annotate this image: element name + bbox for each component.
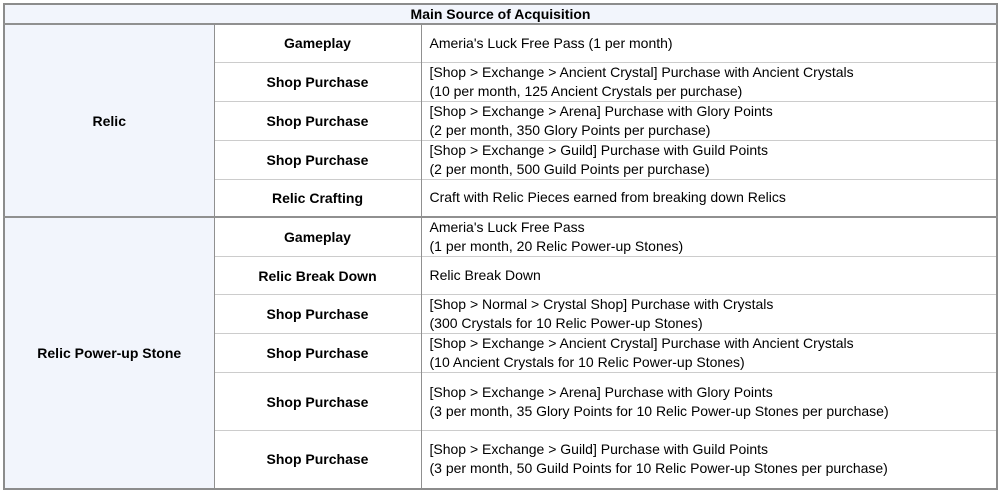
description-line: [Shop > Exchange > Arena] Purchase with … xyxy=(429,383,773,400)
description-cell: [Shop > Exchange > Guild] Purchase with … xyxy=(421,140,998,179)
table-row: Shop Purchase [Shop > Exchange > Arena] … xyxy=(4,372,998,431)
description-line: (2 per month, 350 Glory Points per purch… xyxy=(429,121,711,138)
method-cell: Shop Purchase xyxy=(214,294,422,334)
description-cell: Relic Break Down xyxy=(421,256,998,295)
table-header-row: Main Source of Acquisition xyxy=(4,4,998,25)
table-row: Shop Purchase [Shop > Exchange > Guild] … xyxy=(4,140,998,179)
description-cell: [Shop > Exchange > Guild] Purchase with … xyxy=(421,430,998,489)
table-row: Relic Break Down Relic Break Down xyxy=(4,256,998,295)
description-cell: Ameria's Luck Free Pass (1 per month) xyxy=(421,24,998,62)
method-cell: Relic Crafting xyxy=(214,179,422,217)
description-line: [Shop > Normal > Crystal Shop] Purchase … xyxy=(429,296,774,312)
description-line: (3 per month, 50 Guild Points for 10 Rel… xyxy=(429,460,888,477)
table-row: Shop Purchase [Shop > Exchange > Ancient… xyxy=(4,333,998,373)
description-line: [Shop > Exchange > Guild] Purchase with … xyxy=(429,141,769,158)
method-cell: Shop Purchase xyxy=(214,430,422,489)
table-row: Shop Purchase [Shop > Exchange > Guild] … xyxy=(4,430,998,489)
method-cell: Shop Purchase xyxy=(214,140,422,179)
category-cell-relic: Relic xyxy=(4,24,215,217)
description-line: [Shop > Exchange > Ancient Crystal] Purc… xyxy=(429,63,854,80)
table-title: Main Source of Acquisition xyxy=(4,4,998,25)
method-cell: Relic Break Down xyxy=(214,256,422,295)
table-row: Shop Purchase [Shop > Exchange > Ancient… xyxy=(4,62,998,101)
method-cell: Shop Purchase xyxy=(214,62,422,101)
description-cell: Craft with Relic Pieces earned from brea… xyxy=(421,179,998,217)
description-cell: [Shop > Exchange > Ancient Crystal] Purc… xyxy=(421,62,998,101)
table-row: Relic Power-up Stone Gameplay Ameria's L… xyxy=(4,217,998,489)
description-line: Relic Break Down xyxy=(429,267,541,283)
method-cell: Gameplay xyxy=(214,217,422,257)
description-line: (300 Crystals for 10 Relic Power-up Ston… xyxy=(429,315,703,331)
description-line: (10 per month, 125 Ancient Crystals per … xyxy=(429,82,743,99)
table-row: Shop Purchase [Shop > Exchange > Arena] … xyxy=(4,101,998,140)
description-cell: Ameria's Luck Free Pass (1 per month, 20… xyxy=(421,217,998,257)
description-line: Ameria's Luck Free Pass xyxy=(429,219,585,235)
description-line: [Shop > Exchange > Guild] Purchase with … xyxy=(429,441,769,458)
description-cell: [Shop > Exchange > Ancient Crystal] Purc… xyxy=(421,333,998,373)
description-line: Craft with Relic Pieces earned from brea… xyxy=(429,189,786,206)
description-cell: [Shop > Exchange > Arena] Purchase with … xyxy=(421,372,998,431)
description-line: (10 Ancient Crystals for 10 Relic Power-… xyxy=(429,354,745,370)
method-cell: Shop Purchase xyxy=(214,372,422,431)
description-line: [Shop > Exchange > Arena] Purchase with … xyxy=(429,102,773,119)
description-line: (3 per month, 35 Glory Points for 10 Rel… xyxy=(429,402,889,419)
description-line: (1 per month, 20 Relic Power-up Stones) xyxy=(429,238,684,254)
description-line: Ameria's Luck Free Pass (1 per month) xyxy=(429,34,673,51)
description-cell: [Shop > Normal > Crystal Shop] Purchase … xyxy=(421,294,998,334)
table-row: Relic Crafting Craft with Relic Pieces e… xyxy=(4,179,998,217)
description-line: (2 per month, 500 Guild Points per purch… xyxy=(429,160,710,177)
acquisition-table: Main Source of Acquisition Relic Gamepla… xyxy=(3,3,999,490)
description-cell: [Shop > Exchange > Arena] Purchase with … xyxy=(421,101,998,140)
method-cell: Shop Purchase xyxy=(214,333,422,373)
description-line: [Shop > Exchange > Ancient Crystal] Purc… xyxy=(429,335,854,351)
table-row: Relic Gameplay Ameria's Luck Free Pass (… xyxy=(4,24,998,217)
table-row: Shop Purchase [Shop > Normal > Crystal S… xyxy=(4,294,998,334)
method-cell: Gameplay xyxy=(214,24,422,62)
category-cell-relic-power-up-stone: Relic Power-up Stone xyxy=(4,217,215,489)
method-cell: Shop Purchase xyxy=(214,101,422,140)
